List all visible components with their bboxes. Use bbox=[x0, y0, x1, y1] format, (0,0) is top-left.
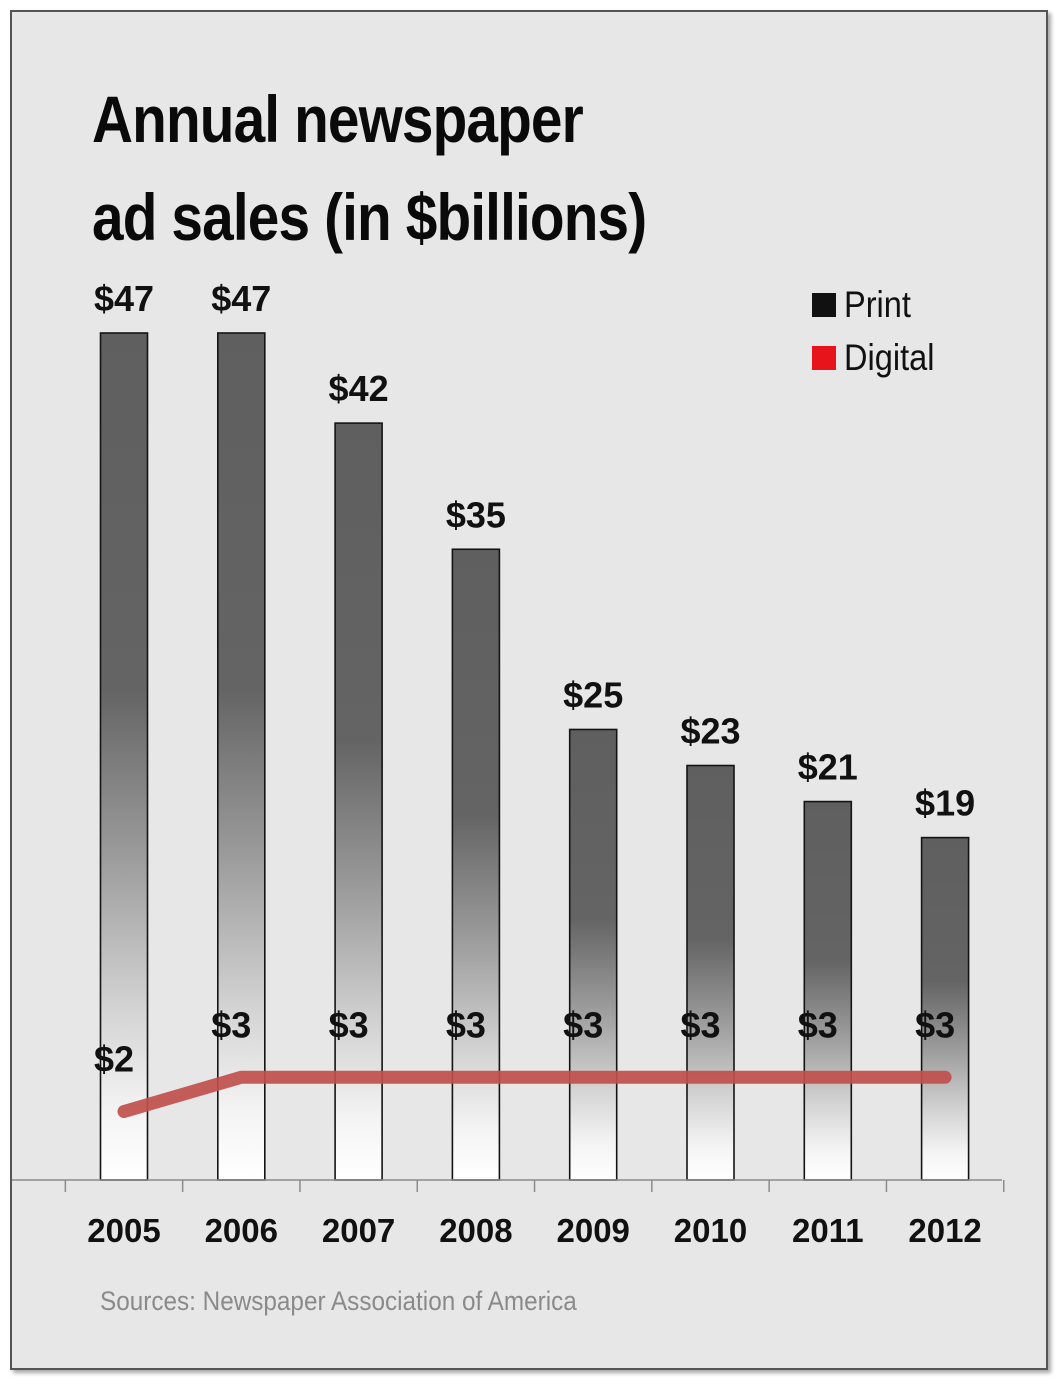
x-axis bbox=[12, 1179, 1005, 1192]
legend: Print Digital bbox=[812, 278, 947, 384]
x-tick-label-2006: 2006 bbox=[205, 1212, 278, 1249]
print-value-label-2009: $25 bbox=[563, 674, 623, 715]
print-bar-2009 bbox=[568, 728, 618, 1181]
x-tick-label-2008: 2008 bbox=[439, 1212, 512, 1249]
legend-swatch-digital bbox=[812, 345, 836, 370]
print-bar-2011 bbox=[803, 800, 853, 1181]
digital-value-label-2010: $3 bbox=[680, 1004, 720, 1045]
print-value-label-2006: $47 bbox=[211, 278, 271, 319]
legend-item-print: Print bbox=[812, 278, 947, 331]
print-bar-2010 bbox=[686, 764, 735, 1181]
print-bar-2008 bbox=[451, 548, 501, 1181]
x-tick-label-2012: 2012 bbox=[908, 1212, 981, 1249]
digital-value-label-2009: $3 bbox=[563, 1004, 603, 1045]
chart-title-line-2: ad sales (in $billions) bbox=[92, 180, 647, 254]
digital-value-label-2008: $3 bbox=[446, 1004, 486, 1045]
x-tick-label-2007: 2007 bbox=[322, 1212, 395, 1249]
print-bar-2005 bbox=[99, 332, 149, 1181]
x-tick-label-2009: 2009 bbox=[556, 1212, 629, 1249]
chart-title-line-1: Annual newspaper bbox=[92, 82, 584, 156]
legend-label-digital: Digital bbox=[844, 336, 935, 378]
digital-value-label-2007: $3 bbox=[329, 1004, 369, 1045]
x-tick-label-2010: 2010 bbox=[674, 1212, 747, 1249]
print-value-label-2012: $19 bbox=[915, 783, 975, 824]
print-bar-2006 bbox=[217, 332, 266, 1181]
print-bars bbox=[99, 332, 970, 1181]
print-value-label-2007: $42 bbox=[329, 368, 389, 409]
digital-value-label-2012: $3 bbox=[915, 1004, 955, 1045]
digital-series-line bbox=[117, 1070, 952, 1119]
legend-item-digital: Digital bbox=[812, 331, 947, 384]
source-note: Sources: Newspaper Association of Americ… bbox=[100, 1286, 577, 1316]
digital-value-label-2006: $3 bbox=[211, 1004, 251, 1045]
digital-line bbox=[117, 1070, 952, 1119]
legend-swatch-print bbox=[812, 292, 836, 317]
print-value-label-2008: $35 bbox=[446, 494, 506, 535]
print-bar-2007 bbox=[334, 422, 383, 1181]
digital-value-label-2011: $3 bbox=[798, 1004, 838, 1045]
data-labels: 2005 2006 2007 2008 2009 2010 2011 2012 $47 $47 $4… bbox=[87, 278, 982, 1249]
chart-frame: Annual newspaper ad sales (in $billions) bbox=[10, 10, 1048, 1370]
print-value-label-2005: $47 bbox=[94, 278, 154, 319]
print-value-label-2011: $21 bbox=[798, 747, 858, 788]
legend-label-print: Print bbox=[844, 283, 911, 325]
x-tick-label-2011: 2011 bbox=[792, 1212, 864, 1249]
print-value-label-2010: $23 bbox=[680, 711, 740, 752]
x-tick-label-2005: 2005 bbox=[87, 1212, 160, 1249]
digital-value-label-2005: $2 bbox=[94, 1039, 134, 1080]
chart-title: Annual newspaper ad sales (in $billions) bbox=[92, 70, 647, 266]
